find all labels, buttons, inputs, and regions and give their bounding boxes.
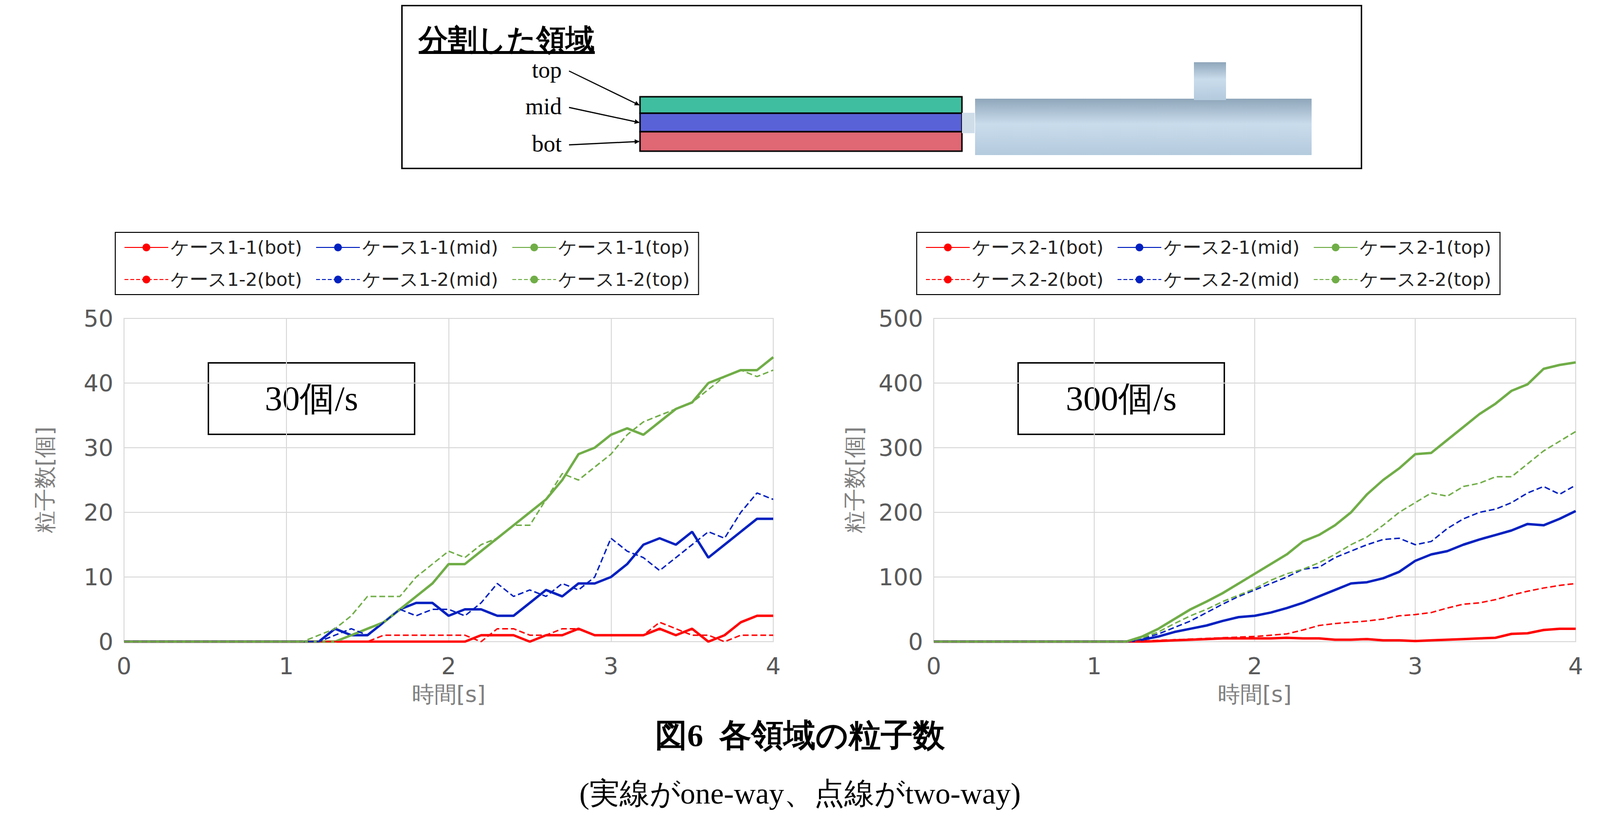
svg-text:粒子数[個]: 粒子数[個] [31, 426, 58, 534]
svg-text:1: 1 [278, 652, 294, 680]
svg-text:300個/s: 300個/s [1065, 379, 1177, 419]
svg-text:200: 200 [878, 498, 924, 527]
svg-text:ケース2-1(top): ケース2-1(top) [1359, 236, 1492, 259]
svg-text:10: 10 [83, 563, 114, 591]
svg-text:50: 50 [83, 304, 114, 333]
svg-text:0: 0 [926, 652, 942, 680]
svg-text:ケース1-1(top): ケース1-1(top) [558, 236, 690, 259]
svg-text:2: 2 [441, 652, 457, 680]
svg-text:時間[s]: 時間[s] [411, 681, 486, 708]
svg-text:ケース2-1(mid): ケース2-1(mid) [1163, 236, 1300, 259]
svg-text:ケース2-2(mid): ケース2-2(mid) [1163, 268, 1300, 291]
svg-text:ケース1-1(mid): ケース1-1(mid) [362, 236, 498, 259]
svg-text:3: 3 [1407, 652, 1423, 680]
svg-text:ケース2-1(bot): ケース2-1(bot) [972, 236, 1104, 259]
svg-text:ケース1-1(bot): ケース1-1(bot) [170, 236, 303, 259]
svg-text:500: 500 [878, 304, 924, 333]
svg-text:20: 20 [83, 498, 114, 527]
svg-text:ケース1-2(bot): ケース1-2(bot) [170, 268, 303, 291]
svg-text:4: 4 [765, 652, 782, 680]
svg-text:bot: bot [532, 130, 563, 157]
svg-text:4: 4 [1568, 652, 1584, 680]
svg-text:mid: mid [525, 93, 562, 120]
svg-text:ケース2-2(bot): ケース2-2(bot) [972, 268, 1104, 291]
svg-text:ケース1-2(mid): ケース1-2(mid) [362, 268, 498, 291]
svg-text:ケース2-2(top): ケース2-2(top) [1359, 268, 1492, 291]
svg-text:0: 0 [907, 628, 924, 656]
svg-text:1: 1 [1086, 652, 1103, 680]
svg-text:時間[s]: 時間[s] [1217, 681, 1292, 708]
svg-text:300: 300 [878, 434, 924, 462]
html-text:(実線がone-way、点線がtwo-way): (実線がone-way、点線がtwo-way) [579, 777, 1021, 811]
svg-text:0: 0 [98, 628, 114, 656]
svg-text:2: 2 [1247, 652, 1263, 680]
svg-text:粒子数[個]: 粒子数[個] [841, 426, 868, 534]
svg-text:30個/s: 30個/s [264, 379, 358, 419]
svg-text:top: top [532, 56, 562, 83]
html-text:図6 各領域の粒子数: 図6 各領域の粒子数 [655, 717, 945, 754]
svg-text:0: 0 [116, 652, 132, 680]
svg-text:400: 400 [878, 369, 924, 397]
svg-text:分割した領域: 分割した領域 [417, 22, 595, 57]
svg-text:ケース1-2(top): ケース1-2(top) [558, 268, 690, 291]
svg-text:30: 30 [83, 434, 114, 462]
svg-text:40: 40 [83, 369, 114, 397]
svg-text:100: 100 [878, 563, 924, 591]
svg-text:3: 3 [603, 652, 619, 680]
